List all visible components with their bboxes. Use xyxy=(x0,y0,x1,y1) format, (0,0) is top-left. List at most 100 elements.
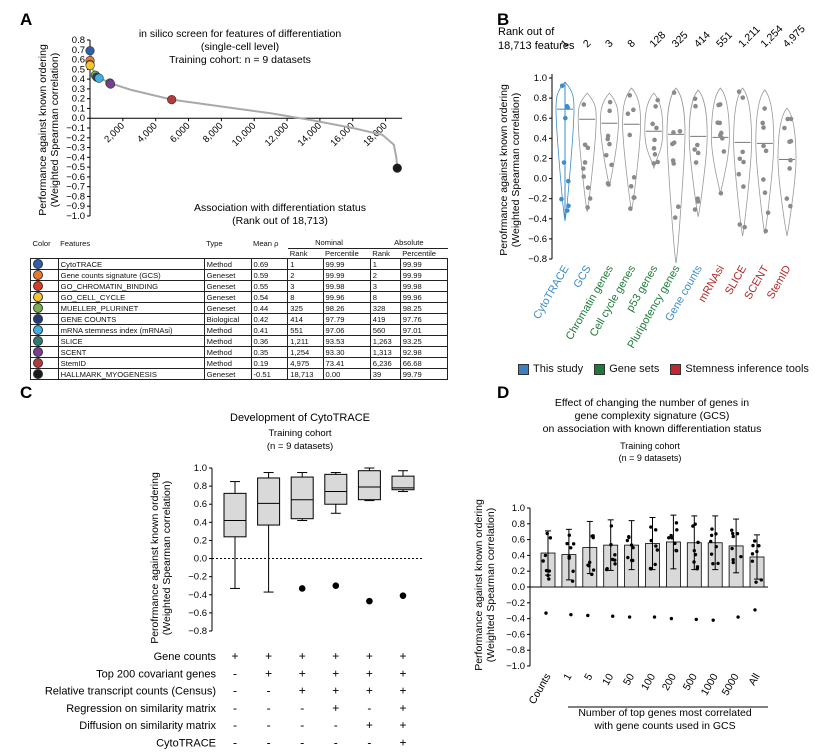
panel-c-ytick-label: 1.0 xyxy=(194,463,207,474)
bar-point xyxy=(590,572,594,577)
panel-b-ytick-label: 0.8 xyxy=(534,93,547,104)
bar-point xyxy=(543,553,548,558)
panel-c-sign: + xyxy=(399,736,406,750)
bar-point xyxy=(627,535,631,539)
box-outlier xyxy=(366,597,373,605)
bar-point xyxy=(653,562,657,567)
panel-b-rank-value: 3 xyxy=(603,37,616,50)
violin-point xyxy=(632,195,637,200)
violin-point xyxy=(718,191,724,196)
table-cell-feature: CytoTRACE xyxy=(57,258,205,271)
bar-point xyxy=(691,524,695,528)
table-cell-mean-rho: 0.54 xyxy=(250,291,289,304)
table-row: SLICE Method 0.36 1,211 93.53 1,263 93.25 xyxy=(30,335,449,348)
table-cell-absolute-rank: 8 xyxy=(369,291,401,304)
color-swatch xyxy=(33,314,43,325)
panel-a-point-3 xyxy=(85,60,95,71)
table-header-nominal-percentile: Percentile xyxy=(325,248,359,258)
panel-c-sign: + xyxy=(299,684,306,698)
table-cell-type: Geneset xyxy=(203,269,252,282)
features-table: Color Features Type Mean ρ Nominal Absol… xyxy=(30,238,449,381)
bar-point xyxy=(567,533,571,537)
panel-a-ytick-label: −0.1 xyxy=(66,123,85,134)
panel-d-ytick-label: 0.0 xyxy=(512,582,525,593)
bar-point xyxy=(609,543,613,547)
bar-point-outlier xyxy=(753,608,757,612)
violin-point xyxy=(605,136,611,142)
table-cell-nominal-rank: 4,975 xyxy=(287,357,324,370)
panel-a-title: in silico screen for features of differe… xyxy=(139,28,341,40)
bar-point xyxy=(709,533,714,538)
table-cell-absolute-rank: 1,263 xyxy=(369,335,401,348)
color-swatch xyxy=(33,259,43,270)
panel-d-ytick-label: −1.0 xyxy=(506,661,525,672)
panel-d-ytick-label: −0.4 xyxy=(506,614,525,625)
panel-b-rank-value: 1,254 xyxy=(758,23,785,50)
panel-c-sign: - xyxy=(267,736,271,750)
color-swatch xyxy=(33,281,43,292)
panel-b-rank-label-line2: 18,713 features xyxy=(498,40,575,52)
table-row: GO_CHROMATIN_BINDING Geneset 0.55 3 99.98 3 99… xyxy=(30,280,449,293)
panel-a-ytick-label: −0.2 xyxy=(66,133,85,144)
table-cell-nominal-percentile: 99.96 xyxy=(322,291,371,304)
panel-b-rank-label: Rank out of xyxy=(498,26,555,38)
panel-c-sign: - xyxy=(367,701,371,715)
panel-b-ylabel-line2: (Weighted Spearman correlation) xyxy=(510,93,522,247)
table-cell-color-dot xyxy=(30,302,59,315)
bar-point-outlier xyxy=(569,612,573,617)
table-header-mean: Mean ρ xyxy=(253,238,279,248)
violin-point xyxy=(609,162,614,168)
panel-c-sign: - xyxy=(233,666,237,680)
panel-a-ytick-label: −0.3 xyxy=(66,143,85,154)
bar-point xyxy=(625,538,630,543)
panel-b-category-label: GCS xyxy=(571,264,593,291)
panel-c-sign: + xyxy=(265,649,272,663)
panel-b-category-label: CytoTRACE xyxy=(531,264,571,322)
violin-point xyxy=(740,95,746,100)
panel-a-xtick-label: 18,000 xyxy=(361,121,389,149)
panel-a-xtick-label: 12,000 xyxy=(263,121,291,149)
violin-point xyxy=(607,99,613,105)
table-cell-color-dot xyxy=(30,324,59,337)
bar-point-outlier xyxy=(586,613,590,618)
violin-point xyxy=(737,222,743,227)
table-cell-mean-rho: 0.19 xyxy=(250,357,289,370)
table-cell-mean-rho: -0.51 xyxy=(250,368,289,381)
panel-d-ytick-label: 0.2 xyxy=(512,566,525,577)
violin-point xyxy=(761,125,766,130)
bar-point xyxy=(759,578,764,582)
bar-point xyxy=(547,577,551,581)
panel-b-ytick-label: −0.4 xyxy=(528,214,547,225)
panel-c-sign: + xyxy=(299,649,306,663)
violin-point xyxy=(737,156,743,162)
violin-point xyxy=(606,182,611,187)
table-header-nominal: Nominal xyxy=(287,238,371,249)
table-cell-type: Geneset xyxy=(203,302,252,315)
panel-c-sign: + xyxy=(332,701,339,715)
violin-point xyxy=(672,215,678,220)
violin-point xyxy=(651,146,657,151)
bar-point xyxy=(667,536,671,540)
violin-1 xyxy=(577,92,597,212)
panel-c-sign: - xyxy=(300,718,304,732)
panel-c-sign: - xyxy=(233,718,237,732)
violin-point xyxy=(693,103,698,109)
bar-point xyxy=(730,528,734,532)
panel-d-title: Effect of changing the number of genes i… xyxy=(555,397,749,409)
table-cell-feature: SLICE xyxy=(57,335,205,348)
bar-point-outlier xyxy=(669,616,674,621)
panel-c-row-label: Top 200 covariant genes xyxy=(96,668,216,680)
bar-point xyxy=(565,541,569,546)
panel-a-ytick-label: 0.2 xyxy=(72,94,85,105)
violin-point xyxy=(692,207,698,212)
bar-point xyxy=(604,567,609,572)
panel-b-ytick-label: −0.8 xyxy=(528,254,547,265)
panel-a-ytick-label: 0.4 xyxy=(72,74,85,85)
bar-point xyxy=(692,560,696,564)
panel-c-sign: + xyxy=(231,649,238,663)
table-cell-mean-rho: 0.36 xyxy=(250,335,289,348)
panel-a-ytick-label: 0.0 xyxy=(72,113,85,124)
violin-point xyxy=(788,116,794,122)
panel-d-ylabel-line2: (Weighted Spearman correlation) xyxy=(485,508,497,662)
table-cell-absolute-percentile: 66.68 xyxy=(399,357,449,370)
